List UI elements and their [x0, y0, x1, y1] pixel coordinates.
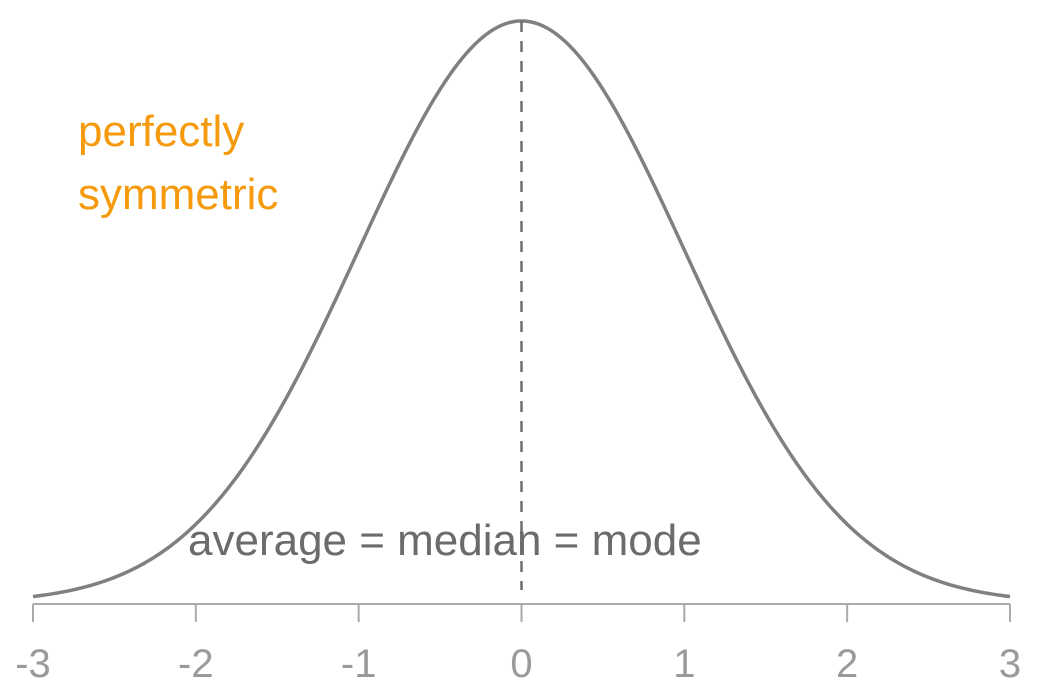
x-tick-label: 1 — [673, 642, 695, 686]
x-tick-label: -1 — [341, 642, 377, 686]
x-tick-label: 3 — [999, 642, 1021, 686]
annotation-perfectly: perfectly — [78, 107, 244, 156]
annotation-symmetric: symmetric — [78, 170, 278, 219]
annotation-average-median-mode: average = median = mode — [188, 516, 702, 565]
density-curve — [32, 19, 1011, 599]
x-tick-label: -3 — [15, 642, 51, 686]
x-tick-label: -2 — [178, 642, 214, 686]
x-tick-label: 0 — [510, 642, 532, 686]
x-axis: -3 -2 -1 0 1 2 3 — [15, 603, 1021, 686]
x-tick-label: 2 — [836, 642, 858, 686]
plot-area — [32, 19, 1011, 599]
